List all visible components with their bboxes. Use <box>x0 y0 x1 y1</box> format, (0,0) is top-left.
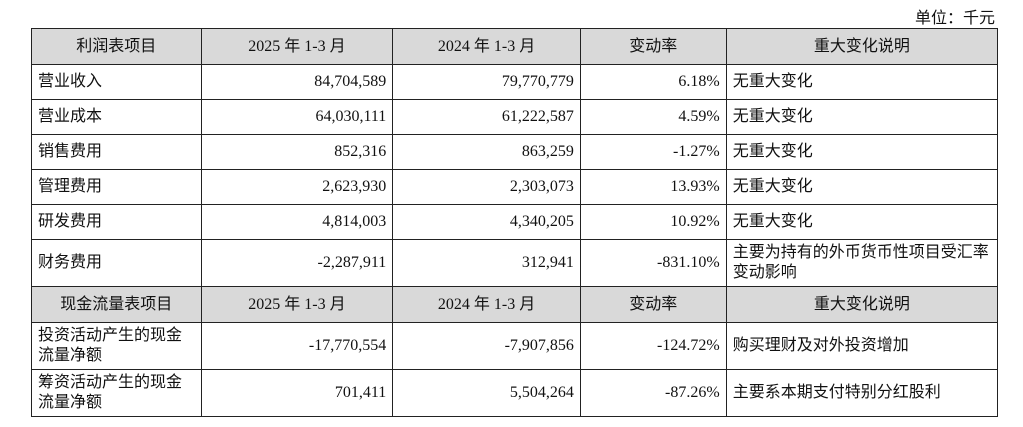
table-row: 管理费用 2,623,930 2,303,073 13.93% 无重大变化 <box>31 169 999 205</box>
change-rate: 6.18% <box>579 64 727 100</box>
current-value: 852,316 <box>200 134 394 170</box>
current-value: 701,411 <box>200 369 394 417</box>
prior-value: 5,504,264 <box>392 369 581 417</box>
change-note: 无重大变化 <box>725 169 999 205</box>
item-name: 管理费用 <box>31 169 202 205</box>
current-value: -17,770,554 <box>200 322 394 370</box>
table-row: 研发费用 4,814,003 4,340,205 10.92% 无重大变化 <box>31 204 999 240</box>
table-row: 销售费用 852,316 863,259 -1.27% 无重大变化 <box>31 134 999 170</box>
change-rate: -124.72% <box>579 322 727 370</box>
item-name: 营业收入 <box>31 64 202 100</box>
cashflow-header-row: 现金流量表项目 2025 年 1-3 月 2024 年 1-3 月变动率 重大变化说明 <box>31 286 999 323</box>
income-header-row: 利润表项目 2025 年 1-3 月 2024 年 1-3 月变动率 重大变化说明 <box>31 28 999 65</box>
column-header: 2024 年 1-3 月 <box>392 28 581 65</box>
change-rate: 10.92% <box>579 204 727 240</box>
table-row: 筹资活动产生的现金流量净额 701,411 5,504,264 -87.26% 主要系本… <box>31 369 999 417</box>
financial-table: 利润表项目 2025 年 1-3 月 2024 年 1-3 月变动率 重大变化说明 营业… <box>31 28 999 417</box>
column-header: 变动率 <box>579 28 727 65</box>
change-note: 无重大变化 <box>725 134 999 170</box>
change-rate: 13.93% <box>579 169 727 205</box>
prior-value: 61,222,587 <box>392 99 581 135</box>
current-value: 4,814,003 <box>200 204 394 240</box>
column-header: 2024 年 1-3 月 <box>392 286 581 323</box>
table-row: 投资活动产生的现金流量净额 -17,770,554 -7,907,856 -124.7… <box>31 322 999 370</box>
prior-value: 312,941 <box>392 239 581 287</box>
prior-value: -7,907,856 <box>392 322 581 370</box>
prior-value: 863,259 <box>392 134 581 170</box>
item-name: 营业成本 <box>31 99 202 135</box>
item-name: 财务费用 <box>31 239 202 287</box>
current-value: 2,623,930 <box>200 169 394 205</box>
current-value: -2,287,911 <box>200 239 394 287</box>
item-name: 销售费用 <box>31 134 202 170</box>
unit-label: 单位：千元 <box>914 10 995 27</box>
change-rate: 4.59% <box>579 99 727 135</box>
column-header: 2025 年 1-3 月 <box>200 286 394 323</box>
item-name: 筹资活动产生的现金流量净额 <box>31 369 202 417</box>
change-rate: -1.27% <box>579 134 727 170</box>
table-row: 营业收入 84,704,589 79,770,779 6.18% 无重大变化 <box>31 64 999 100</box>
column-header: 重大变化说明 <box>725 28 999 65</box>
table-row: 营业成本 64,030,111 61,222,587 4.59% 无重大变化 <box>31 99 999 135</box>
current-value: 84,704,589 <box>200 64 394 100</box>
column-header: 变动率 <box>579 286 727 323</box>
item-name: 研发费用 <box>31 204 202 240</box>
column-header: 现金流量表项目 <box>31 286 202 323</box>
change-note: 无重大变化 <box>725 204 999 240</box>
table-row: 财务费用 -2,287,911 312,941 -831.10% 主要为持有的外币货币性… <box>31 239 999 287</box>
prior-value: 4,340,205 <box>392 204 581 240</box>
change-rate: -87.26% <box>579 369 727 417</box>
column-header: 利润表项目 <box>31 28 202 65</box>
change-note: 主要系本期支付特别分红股利 <box>725 369 999 417</box>
change-note: 主要为持有的外币货币性项目受汇率变动影响 <box>725 239 999 287</box>
column-header: 2025 年 1-3 月 <box>200 28 394 65</box>
prior-value: 79,770,779 <box>392 64 581 100</box>
change-note: 购买理财及对外投资增加 <box>725 322 999 370</box>
change-note: 无重大变化 <box>725 64 999 100</box>
current-value: 64,030,111 <box>200 99 394 135</box>
column-header: 重大变化说明 <box>725 286 999 323</box>
item-name: 投资活动产生的现金流量净额 <box>31 322 202 370</box>
change-note: 无重大变化 <box>725 99 999 135</box>
change-rate: -831.10% <box>579 239 727 287</box>
prior-value: 2,303,073 <box>392 169 581 205</box>
